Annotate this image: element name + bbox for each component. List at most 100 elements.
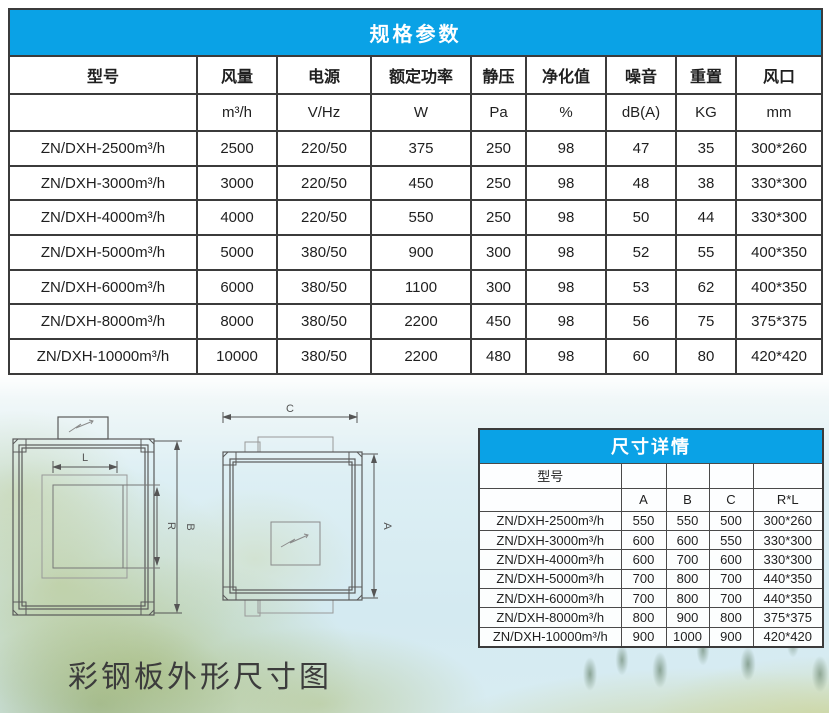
cell: 300 xyxy=(470,234,527,271)
cell: 450 xyxy=(470,303,527,341)
cell: 380/50 xyxy=(276,234,372,271)
cell: 5000 xyxy=(196,234,278,271)
cell: 98 xyxy=(525,268,607,306)
dim-label-b: B xyxy=(184,523,196,530)
table-row: ZN/DXH-6000m³/h 6000 380/50 1100 300 98 53 62 40… xyxy=(8,268,824,306)
cell: 440*350 xyxy=(752,568,824,590)
col-header-rated-power: 额定功率 xyxy=(370,55,472,95)
col-header-power-supply: 电源 xyxy=(276,55,372,95)
cell: 600 xyxy=(620,549,667,570)
diagram-caption: 彩钢板外形尺寸图 xyxy=(68,661,332,694)
cell: ZN/DXH-5000m³/h xyxy=(8,234,198,271)
cell: 375 xyxy=(370,130,472,167)
table-row: ZN/DXH-10000m³/h 10000 380/50 2200 480 98 60 80… xyxy=(8,338,824,375)
cell: 900 xyxy=(665,607,710,628)
unit-model xyxy=(8,93,198,132)
unit-airflow: m³/h xyxy=(196,93,278,132)
dim-col-header-rl: R*L xyxy=(752,487,824,512)
cell: 800 xyxy=(708,607,754,628)
dim-table-title: 尺寸详情 xyxy=(478,428,824,464)
spec-table-banner-row: 规格参数 xyxy=(7,8,824,57)
dim-col-header-model: 型号 xyxy=(478,462,622,489)
cell: 550 xyxy=(620,510,667,531)
table-row: ZN/DXH-8000m³/h 8000 380/50 2200 450 98 56 75 37… xyxy=(8,303,824,341)
cell: 380/50 xyxy=(276,338,372,375)
table-row: ZN/DXH-3000m³/h 600 600 550 330*300 xyxy=(478,529,824,551)
cell: ZN/DXH-5000m³/h xyxy=(478,568,622,590)
cell: 550 xyxy=(665,510,710,531)
cell: 2500 xyxy=(196,130,278,167)
cell: ZN/DXH-4000m³/h xyxy=(8,199,198,237)
dimension-table: 尺寸详情 型号 A B C R*L ZN/DXH-2500m³/h 550 550 5… xyxy=(478,428,825,648)
dim-label-r: R xyxy=(165,522,177,530)
dim-label-a: A xyxy=(381,522,393,530)
cell: 375*375 xyxy=(752,607,824,628)
cell: 1000 xyxy=(665,626,710,648)
cell: 380/50 xyxy=(276,303,372,341)
col-header-purification: 净化值 xyxy=(525,55,607,95)
unit-weight: KG xyxy=(675,93,737,132)
dim-col-header-a: A xyxy=(620,487,667,512)
table-row: ZN/DXH-2500m³/h 2500 220/50 375 250 98 47 35 300… xyxy=(8,130,824,167)
unit-noise: dB(A) xyxy=(605,93,677,132)
cell: 4000 xyxy=(196,199,278,237)
cell: 330*300 xyxy=(734,164,824,202)
cell: 375*375 xyxy=(734,303,824,341)
cell: 98 xyxy=(525,199,607,237)
cell: 220/50 xyxy=(276,199,372,237)
dim-col-header-b: B xyxy=(665,487,710,512)
electric-box xyxy=(270,521,321,566)
cell: 420*420 xyxy=(752,626,824,648)
cell: 900 xyxy=(620,626,667,648)
table-row: ZN/DXH-2500m³/h 550 550 500 300*260 xyxy=(478,510,824,531)
cell: ZN/DXH-3000m³/h xyxy=(478,529,622,551)
top-view-drawing xyxy=(222,451,363,601)
cell: ZN/DXH-6000m³/h xyxy=(478,588,622,609)
spec-table-units-row: m³/h V/Hz W Pa % dB(A) KG mm xyxy=(8,93,824,132)
table-row: ZN/DXH-6000m³/h 700 800 700 440*350 xyxy=(478,588,824,609)
cell: 500 xyxy=(708,510,754,531)
unit-outlet: mm xyxy=(734,93,824,132)
dim-empty-cell xyxy=(665,462,710,489)
cell: 900 xyxy=(708,626,754,648)
table-row: ZN/DXH-10000m³/h 900 1000 900 420*420 xyxy=(478,626,824,648)
col-header-static-pressure: 静压 xyxy=(470,55,527,95)
table-row: ZN/DXH-4000m³/h 600 700 600 330*300 xyxy=(478,549,824,570)
spec-table-body: ZN/DXH-2500m³/h 2500 220/50 375 250 98 47 35 300… xyxy=(8,130,824,375)
dim-empty-cell xyxy=(478,487,622,512)
cell: 62 xyxy=(675,268,737,306)
cell: 35 xyxy=(675,130,737,167)
dimension-diagram: L R B C A xyxy=(12,403,393,617)
cell: 98 xyxy=(525,130,607,167)
cell: 300 xyxy=(470,268,527,306)
cell: ZN/DXH-8000m³/h xyxy=(8,303,198,341)
cell: 60 xyxy=(605,338,677,375)
cell: ZN/DXH-6000m³/h xyxy=(8,268,198,306)
cell: ZN/DXH-10000m³/h xyxy=(478,626,622,648)
cell: 52 xyxy=(605,234,677,271)
table-row: ZN/DXH-3000m³/h 3000 220/50 450 250 98 48 38 330… xyxy=(8,164,824,202)
spec-table-title: 规格参数 xyxy=(7,8,824,57)
cell: 56 xyxy=(605,303,677,341)
cell: 900 xyxy=(370,234,472,271)
cell: 550 xyxy=(370,199,472,237)
cell: 330*300 xyxy=(752,529,824,551)
cell: 10000 xyxy=(196,338,278,375)
cell: 440*350 xyxy=(752,588,824,609)
dim-table-units-row: A B C R*L xyxy=(478,487,824,512)
cell: 600 xyxy=(665,529,710,551)
cell: ZN/DXH-10000m³/h xyxy=(8,338,198,375)
col-header-weight: 重置 xyxy=(675,55,737,95)
cell: 700 xyxy=(665,549,710,570)
cell: 48 xyxy=(605,164,677,202)
cell: 75 xyxy=(675,303,737,341)
cell: 600 xyxy=(620,529,667,551)
opening-outline xyxy=(41,474,128,579)
opening-outline-2 xyxy=(52,484,160,569)
cell: 330*300 xyxy=(752,549,824,570)
spec-table: 规格参数 型号 风量 电源 额定功率 静压 净化值 噪音 重置 风口 m³/h … xyxy=(7,8,824,375)
table-row: ZN/DXH-8000m³/h 800 900 800 375*375 xyxy=(478,607,824,628)
cell: 480 xyxy=(470,338,527,375)
cell: 800 xyxy=(665,588,710,609)
cell: 2200 xyxy=(370,303,472,341)
